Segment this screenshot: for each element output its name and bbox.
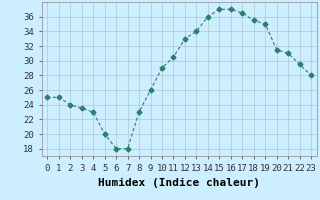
- X-axis label: Humidex (Indice chaleur): Humidex (Indice chaleur): [98, 178, 260, 188]
